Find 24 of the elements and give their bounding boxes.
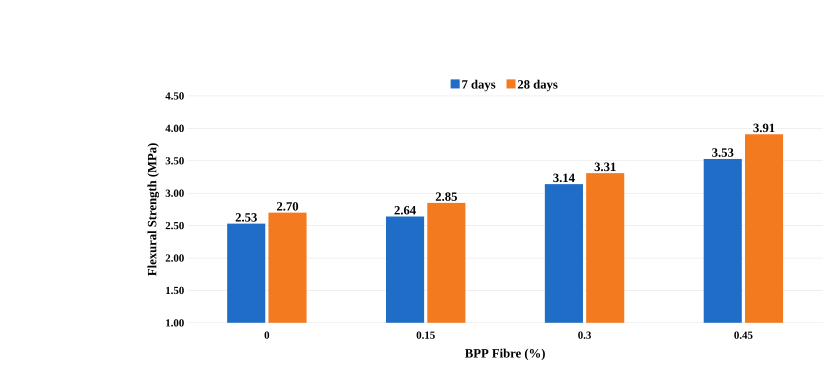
y-tick-label: 1.00: [166, 319, 184, 327]
y-tick-label: 3.00: [166, 190, 184, 198]
data-label: 2.53: [236, 213, 257, 222]
y-tick-label: 4.00: [165, 124, 184, 132]
y-axis-title: Flexural Strength (MPa): [147, 143, 160, 276]
data-label: 2.64: [394, 206, 416, 215]
data-label: 2.70: [276, 202, 298, 211]
data-label: 3.53: [712, 148, 734, 158]
legend-label: 28 days: [518, 80, 558, 92]
x-tick-label: 0.3: [578, 332, 591, 340]
data-label: 3.14: [553, 174, 575, 182]
y-tick-label: 3.50: [166, 157, 184, 165]
y-tick-label: 2.00: [166, 254, 184, 262]
x-tick-label: 0: [264, 332, 270, 339]
data-label: 3.91: [753, 124, 774, 132]
data-label: 2.85: [436, 192, 457, 202]
x-tick-label: 0.45: [734, 332, 752, 340]
y-tick-label: 4.50: [165, 92, 184, 100]
data-label: 3.31: [594, 162, 616, 172]
y-tick-label: 1.50: [166, 286, 184, 294]
y-tick-label: 2.50: [166, 222, 184, 230]
x-axis-title: BPP Fibre (%): [465, 348, 545, 360]
legend-label: 7 days: [462, 80, 496, 92]
x-tick-label: 0.15: [416, 332, 435, 340]
